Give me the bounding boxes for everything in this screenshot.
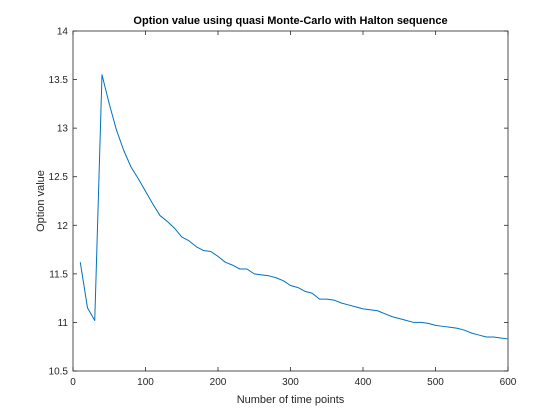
chart-title: Option value using quasi Monte-Carlo wit… [133,15,447,27]
y-tick-label: 13 [57,124,69,135]
y-tick-label: 10.5 [49,367,69,378]
x-tick-label: 600 [500,377,517,388]
x-tick-label: 300 [282,377,299,388]
x-tick-label: 100 [137,377,154,388]
axes: 0 100 200 300 400 500 600 10.5 11 11.5 12 12.5 13 13.… [49,27,517,389]
x-tick-label: 200 [210,377,227,388]
x-tick-label: 0 [70,377,76,388]
x-axis-label: Number of time points [237,394,345,406]
y-tick-label: 12 [57,221,69,232]
y-tick-label: 13.5 [49,75,69,86]
series-line [79,74,509,340]
y-axis-label: Option value [35,170,47,232]
x-tick-label: 500 [427,377,444,388]
x-tick-label: 400 [355,377,372,388]
y-tick-label: 11 [58,318,69,329]
y-tick-label: 12.5 [49,172,69,183]
y-tick-label: 14 [57,27,69,38]
y-tick-label: 11.5 [49,269,68,280]
plot-area [73,31,508,371]
series-lines [79,74,509,340]
